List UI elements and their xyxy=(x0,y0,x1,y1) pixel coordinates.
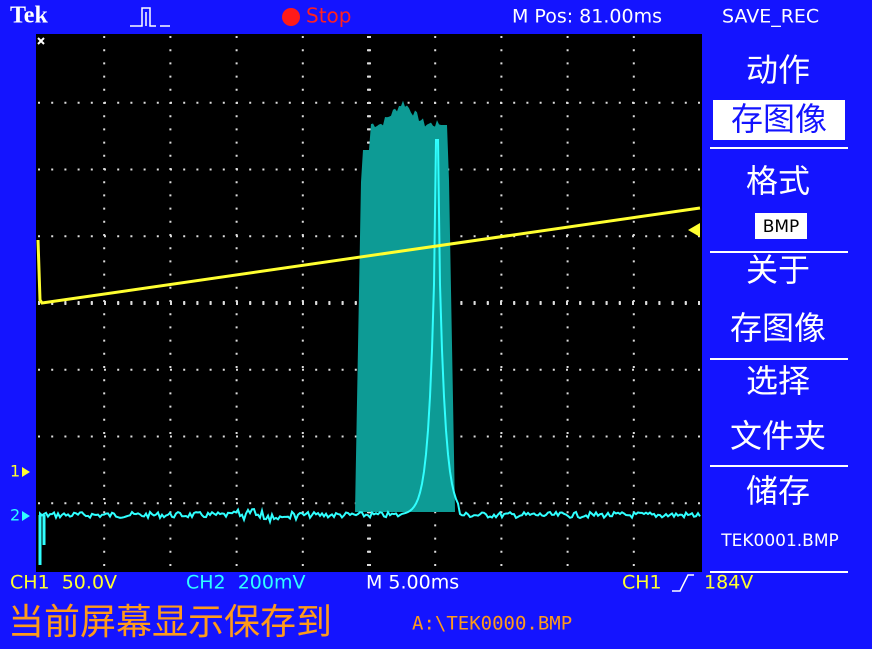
menu-title: SAVE_REC xyxy=(722,6,819,28)
menu-highlight xyxy=(755,213,807,239)
ch2-trace xyxy=(39,139,701,526)
trigger-slope xyxy=(672,574,694,592)
ch1-scale: CH1 50.0V xyxy=(10,572,117,594)
horizontal-position: M Pos: 81.00ms xyxy=(512,6,662,28)
menu-label[interactable]: 关于 xyxy=(746,251,810,289)
menu-value[interactable]: BMP xyxy=(763,217,800,237)
acquisition-icon xyxy=(130,7,170,27)
menu-label: 动作 xyxy=(746,51,810,89)
ch1-marker: 1 xyxy=(10,462,20,481)
menu-value[interactable]: 存图像 xyxy=(731,100,827,138)
ch2-trace xyxy=(38,515,46,565)
waveforms xyxy=(36,100,701,565)
ch2-scale: CH2 200mV xyxy=(186,572,306,594)
menu-label[interactable]: 储存 xyxy=(746,472,810,510)
ch2-arrow xyxy=(22,511,30,521)
menu-label: 格式 xyxy=(746,162,810,200)
ch1-arrow xyxy=(22,467,30,477)
menu-highlight xyxy=(713,100,845,140)
menu-value[interactable]: TEK0001.BMP xyxy=(720,531,839,551)
save-path: A:\TEK0000.BMP xyxy=(412,613,572,635)
run-status: Stop xyxy=(306,4,351,28)
ch2-marker: 2 xyxy=(10,506,20,525)
menu-value[interactable]: 文件夹 xyxy=(730,417,826,455)
trigger-level-arrow xyxy=(688,223,700,237)
menu-label[interactable]: 选择 xyxy=(746,362,810,400)
trigger-level: 184V xyxy=(704,572,753,594)
status-message: 当前屏幕显示保存到 xyxy=(8,602,332,643)
trigger-position xyxy=(37,37,45,45)
trigger-source: CH1 xyxy=(622,572,662,594)
stop-indicator xyxy=(282,8,300,26)
ch1-trace xyxy=(36,206,701,305)
brand: Tek xyxy=(10,3,48,29)
timebase: M 5.00ms xyxy=(366,572,459,594)
menu-value[interactable]: 存图像 xyxy=(730,309,826,347)
